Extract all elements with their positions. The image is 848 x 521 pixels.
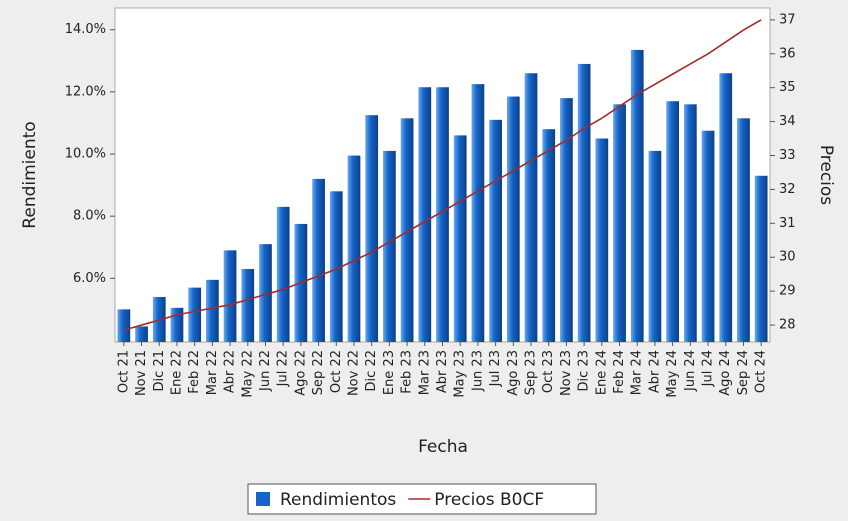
bar	[737, 118, 750, 343]
x-tick-label: Feb 22	[187, 350, 202, 394]
x-tick-label: May 24	[665, 350, 680, 398]
x-tick-label: Sep 24	[736, 350, 751, 395]
x-tick-label: Feb 23	[400, 350, 415, 394]
x-tick-label: Dic 22	[364, 350, 379, 391]
bar	[117, 309, 131, 342]
x-tick-label: May 22	[240, 350, 255, 398]
x-tick-label: Ene 22	[169, 350, 184, 395]
legend-swatch	[256, 492, 270, 506]
bar	[436, 87, 449, 342]
bar	[666, 101, 680, 342]
x-tick-label: Nov 23	[559, 350, 574, 396]
bar	[719, 73, 733, 342]
x-tick-label: Abr 24	[647, 350, 662, 393]
y-tick-label: 6.0%	[73, 271, 106, 286]
y-tick-label: 14.0%	[65, 22, 106, 37]
y2-tick-label: 37	[779, 12, 796, 27]
bar	[524, 73, 538, 342]
y-tick-label: 12.0%	[65, 84, 106, 99]
x-tick-label: Jun 23	[470, 350, 485, 392]
x-tick-label: Oct 23	[541, 350, 556, 393]
x-tick-label: Dic 21	[152, 350, 167, 391]
x-tick-label: Jun 22	[258, 350, 273, 392]
bar	[347, 155, 361, 342]
y-tick-label: 10.0%	[65, 147, 106, 162]
bar	[259, 244, 272, 342]
x-tick-label: Jun 24	[683, 350, 698, 392]
x-tick-label: Mar 23	[417, 350, 432, 395]
y2-tick-label: 35	[779, 80, 796, 95]
bar	[188, 287, 202, 342]
bar	[312, 178, 325, 342]
bar	[648, 150, 662, 342]
x-tick-label: Abr 23	[435, 350, 450, 393]
bar	[400, 118, 414, 343]
bar	[329, 191, 343, 342]
x-tick-label: Dic 23	[577, 350, 592, 391]
legend-label: Rendimientos	[280, 490, 396, 510]
x-tick-label: Mar 24	[630, 350, 645, 395]
y2-tick-label: 28	[779, 318, 796, 333]
x-tick-label: Sep 22	[311, 350, 326, 395]
bar	[577, 63, 591, 342]
bar	[683, 104, 697, 342]
x-tick-label: Ago 22	[293, 350, 308, 396]
x-tick-label: Ago 24	[718, 350, 733, 396]
bar	[170, 307, 184, 342]
bar	[595, 138, 609, 342]
price-line	[123, 19, 762, 331]
bar	[276, 206, 290, 342]
x-tick-label: Mar 22	[205, 350, 220, 395]
bar	[383, 150, 396, 342]
bar	[630, 49, 644, 343]
x-tick-label: Nov 21	[134, 350, 149, 396]
y-tick-label: 8.0%	[73, 209, 106, 224]
bar	[506, 96, 520, 343]
bar	[489, 119, 502, 342]
x-tick-label: May 23	[453, 350, 468, 398]
bar	[542, 129, 556, 342]
x-tick-label: Ene 24	[594, 350, 609, 395]
bar	[560, 98, 573, 342]
y2-tick-label: 33	[779, 148, 796, 163]
y2-tick-label: 31	[779, 216, 796, 231]
y-axis-title: Rendimiento	[20, 121, 40, 228]
y2-tick-label: 32	[779, 182, 796, 197]
x-tick-label: Nov 22	[346, 350, 361, 396]
bar	[205, 279, 219, 342]
bar	[418, 87, 432, 342]
y2-tick-label: 30	[779, 250, 796, 265]
bar	[701, 130, 715, 342]
bar	[453, 135, 467, 342]
x-tick-label: Oct 24	[754, 350, 769, 393]
x-tick-label: Oct 21	[116, 350, 131, 393]
x-tick-label: Jul 24	[701, 350, 716, 387]
legend-label: Precios B0CF	[434, 490, 544, 510]
y2-tick-label: 34	[779, 114, 796, 129]
bar	[471, 84, 485, 342]
x-tick-label: Ene 23	[382, 350, 397, 395]
y2-tick-label: 36	[779, 46, 796, 61]
x-tick-label: Jul 22	[276, 350, 291, 387]
y2-tick-label: 29	[779, 284, 796, 299]
x-tick-label: Abr 22	[223, 350, 238, 393]
bar	[223, 250, 237, 342]
x-tick-label: Feb 24	[612, 350, 627, 394]
x-axis-title: Fecha	[418, 437, 468, 457]
x-tick-label: Ago 23	[506, 350, 521, 396]
bar	[241, 268, 255, 342]
bar	[613, 104, 626, 342]
y2-axis-title: Precios	[816, 145, 836, 205]
x-tick-label: Sep 23	[524, 350, 539, 395]
bar	[365, 115, 379, 342]
x-tick-label: Oct 22	[329, 350, 344, 393]
bar	[754, 175, 768, 342]
bar	[135, 326, 148, 342]
x-tick-label: Jul 23	[488, 350, 503, 387]
